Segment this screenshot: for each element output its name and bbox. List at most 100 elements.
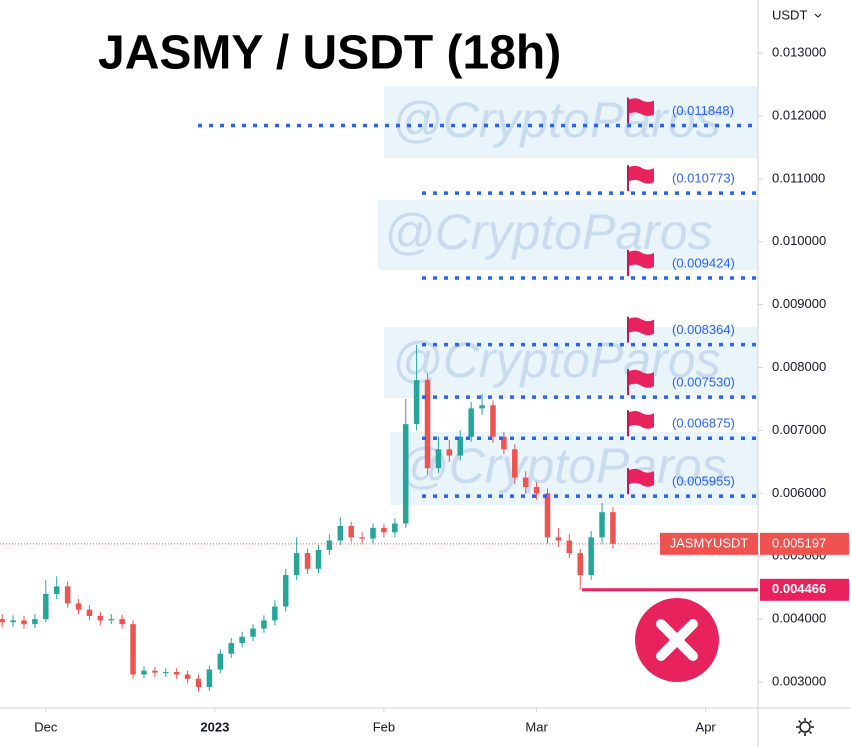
candle-body bbox=[402, 424, 409, 524]
y-tick-label: 0.004000 bbox=[772, 611, 826, 626]
y-tick-label: 0.007000 bbox=[772, 422, 826, 437]
flag-cloth bbox=[629, 165, 654, 184]
candle-body bbox=[43, 593, 49, 620]
candle-body bbox=[533, 487, 540, 494]
candle-body bbox=[413, 380, 420, 425]
candle-body bbox=[468, 408, 474, 437]
watermark: @CryptoParos bbox=[384, 204, 713, 260]
level-label: (0.011848) bbox=[672, 103, 734, 118]
candle-body bbox=[86, 609, 93, 616]
candle-body bbox=[446, 449, 453, 456]
flag-cloth bbox=[629, 250, 654, 269]
flag-cloth bbox=[629, 468, 654, 487]
x-tick-label: 2023 bbox=[200, 719, 229, 734]
low-label: 0.004466 bbox=[772, 581, 826, 596]
level-label: (0.006875) bbox=[672, 416, 735, 431]
flag bbox=[627, 468, 654, 495]
watermark: @CryptoParos bbox=[398, 438, 727, 494]
watermark: @CryptoParos bbox=[392, 92, 721, 148]
candle-body bbox=[119, 619, 125, 625]
level-label: (0.010773) bbox=[672, 171, 735, 186]
candle-body bbox=[272, 606, 278, 621]
flag-cloth bbox=[629, 369, 654, 388]
candle-body bbox=[424, 380, 431, 469]
candle-body bbox=[0, 619, 5, 623]
symbol-tag bbox=[660, 532, 758, 555]
y-tick-label: 0.003000 bbox=[772, 673, 826, 688]
flag-cloth bbox=[629, 98, 654, 116]
symbol-label: JASMYUSDT bbox=[670, 535, 749, 550]
candle-body bbox=[348, 526, 354, 538]
plot-area: (0.011848) (0.010773) (0.009424) (0.008364)… bbox=[0, 97, 758, 692]
x-tick-label: Apr bbox=[696, 719, 717, 734]
candle-body bbox=[588, 537, 594, 576]
candle-body bbox=[501, 436, 507, 450]
candle-body bbox=[544, 493, 551, 538]
dropdown-arrow[interactable] bbox=[814, 13, 822, 18]
y-tick-label: 0.008000 bbox=[772, 359, 826, 374]
flag bbox=[627, 165, 654, 192]
low-tag bbox=[760, 578, 849, 601]
candle-body bbox=[512, 449, 518, 478]
candle-body bbox=[217, 653, 224, 670]
y-tick-label: 0.010000 bbox=[772, 233, 826, 248]
candle-body bbox=[381, 527, 387, 533]
candle-body bbox=[359, 537, 365, 539]
candle-body bbox=[184, 674, 191, 679]
candle-body bbox=[195, 678, 202, 688]
flag bbox=[627, 316, 654, 343]
level-label: (0.005955) bbox=[672, 474, 735, 489]
watermark: @CryptoParos bbox=[392, 332, 721, 388]
x-tick-label: Feb bbox=[373, 719, 395, 734]
candle-body bbox=[315, 549, 322, 569]
candle-body bbox=[75, 603, 82, 610]
level-label: (0.008364) bbox=[672, 322, 735, 337]
candle-body bbox=[163, 671, 169, 673]
chart-title: JASMY / USDT (18h) bbox=[98, 27, 561, 80]
watermark-box bbox=[384, 86, 758, 158]
candle-body bbox=[490, 405, 496, 437]
candle-body bbox=[228, 643, 234, 654]
candle-body bbox=[141, 670, 147, 675]
currency-selector[interactable]: USDT bbox=[772, 7, 807, 22]
candle-body bbox=[479, 405, 485, 409]
candle-body bbox=[173, 671, 180, 675]
candle-body bbox=[337, 526, 344, 541]
y-tick-label: 0.006000 bbox=[772, 485, 826, 500]
y-tick-label: 0.011000 bbox=[772, 170, 825, 185]
candle-body bbox=[108, 619, 114, 621]
candle-body bbox=[293, 553, 300, 576]
settings-icon[interactable] bbox=[796, 718, 814, 736]
candle-body bbox=[97, 615, 104, 621]
watermark-box bbox=[384, 327, 758, 398]
y-tick-label: 0.009000 bbox=[772, 296, 826, 311]
candle-body bbox=[435, 449, 442, 469]
candle-body bbox=[326, 540, 333, 550]
candle-body bbox=[304, 553, 311, 569]
candle-body bbox=[10, 620, 16, 623]
candle-body bbox=[130, 624, 136, 675]
x-tick-label: Mar bbox=[525, 719, 548, 734]
candle-body bbox=[261, 620, 267, 629]
watermark-layer: @CryptoParos @CryptoParos @CryptoParos @… bbox=[378, 86, 758, 505]
candle-body bbox=[32, 619, 38, 625]
candle-body bbox=[522, 477, 529, 488]
flag-cloth bbox=[629, 317, 654, 336]
candle-body bbox=[239, 636, 245, 644]
y-tick-label: 0.013000 bbox=[772, 44, 826, 59]
watermark-box bbox=[378, 200, 758, 270]
flag bbox=[627, 249, 654, 276]
candle-body bbox=[370, 527, 376, 539]
candle-body bbox=[21, 620, 27, 625]
flag bbox=[627, 97, 654, 124]
y-tick-label: 0.012000 bbox=[772, 107, 826, 122]
last-price-tag bbox=[760, 532, 849, 555]
x-tick-label: Dec bbox=[34, 719, 58, 734]
candle-body bbox=[152, 670, 158, 673]
level-label: (0.007530) bbox=[672, 375, 735, 390]
level-label: (0.009424) bbox=[672, 255, 735, 270]
flag-cloth bbox=[629, 411, 654, 429]
candle-body bbox=[64, 586, 71, 604]
candle-body bbox=[566, 540, 573, 554]
